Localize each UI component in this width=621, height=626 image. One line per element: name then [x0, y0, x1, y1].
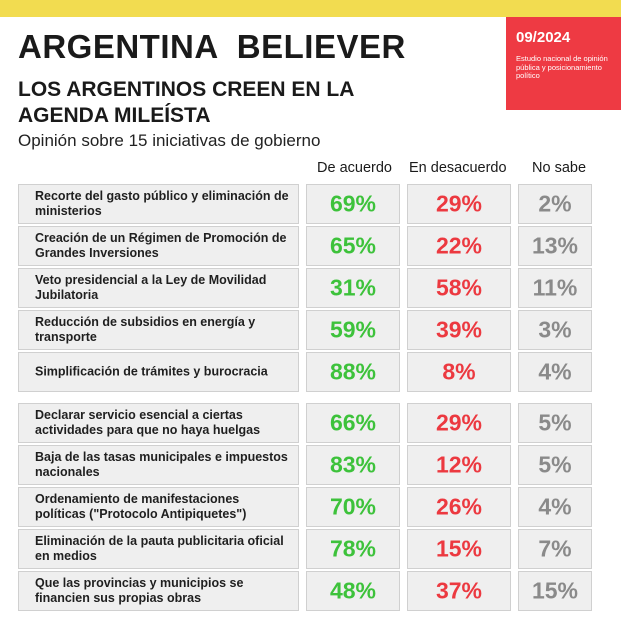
initiative-label: Simplificación de trámites y burocracia [35, 364, 268, 379]
page-subtitle: LOS ARGENTINOS CREEN EN LA AGENDA MILEÍS… [18, 78, 354, 127]
table-row: Baja de las tasas municipales e impuesto… [18, 445, 592, 485]
badge-date: 09/2024 [516, 29, 571, 46]
table-row: Que las provincias y municipios se finan… [18, 571, 592, 611]
disagree-value: 58% [435, 274, 483, 301]
agree-value: 78% [329, 535, 377, 562]
initiative-label: Eliminación de la pauta publicitaria ofi… [35, 534, 284, 563]
unsure-value: 11% [532, 274, 578, 301]
agree-value: 66% [329, 409, 377, 436]
initiative-label: Ordenamiento de manifestaciones política… [35, 492, 247, 521]
table-row: Reducción de subsidios en energía y tran… [18, 310, 592, 350]
column-header-agree: De acuerdo [317, 160, 392, 176]
agree-value: 70% [329, 493, 377, 520]
initiative-label: Veto presidencial a la Ley de Movilidad … [35, 273, 267, 302]
unsure-value: 2% [538, 190, 572, 217]
initiative-label: Recorte del gasto público y eliminación … [35, 189, 289, 218]
agree-value: 48% [329, 577, 377, 604]
table-row: Eliminación de la pauta publicitaria ofi… [18, 529, 592, 569]
unsure-value: 4% [538, 493, 572, 520]
agree-value: 65% [329, 232, 377, 259]
agree-value: 88% [329, 358, 377, 385]
table-row: Veto presidencial a la Ley de Movilidad … [18, 268, 592, 308]
initiative-label: Baja de las tasas municipales e impuesto… [35, 450, 288, 479]
column-header-unsure: No sabe [532, 160, 587, 176]
table-row: Declarar servicio esencial a ciertas act… [18, 403, 592, 443]
unsure-value: 3% [538, 316, 572, 343]
disagree-value: 26% [435, 493, 483, 520]
initiative-label: Que las provincias y municipios se finan… [35, 576, 244, 605]
table-row: Recorte del gasto público y eliminación … [18, 184, 592, 224]
disagree-value: 29% [435, 409, 483, 436]
initiative-label: Declarar servicio esencial a ciertas act… [35, 408, 261, 437]
page-title: ARGENTINA BELIEVER [18, 28, 406, 65]
disagree-value: 22% [435, 232, 483, 259]
page-description: Opinión sobre 15 iniciativas de gobierno [18, 131, 321, 150]
badge-caption: Estudio nacional de opinión pública y po… [516, 54, 608, 80]
unsure-value: 4% [538, 358, 572, 385]
initiatives-group-2: Declarar servicio esencial a ciertas act… [18, 403, 592, 611]
unsure-value: 5% [538, 409, 572, 436]
table-row: Creación de un Régimen de Promoción de G… [18, 226, 592, 266]
agree-value: 31% [329, 274, 377, 301]
top-accent-bar [0, 0, 621, 17]
unsure-value: 5% [538, 451, 572, 478]
agree-value: 59% [329, 316, 377, 343]
unsure-value: 15% [531, 577, 579, 604]
disagree-value: 8% [442, 358, 476, 385]
disagree-value: 39% [435, 316, 483, 343]
disagree-value: 29% [435, 190, 483, 217]
agree-value: 83% [329, 451, 377, 478]
initiatives-group-1: Recorte del gasto público y eliminación … [18, 184, 592, 392]
column-header-disagree: En desacuerdo [409, 160, 507, 176]
unsure-value: 7% [538, 535, 572, 562]
unsure-value: 13% [531, 232, 579, 259]
agree-value: 69% [329, 190, 377, 217]
table-row: Ordenamiento de manifestaciones política… [18, 487, 592, 527]
initiative-label: Creación de un Régimen de Promoción de G… [35, 231, 287, 260]
initiative-label: Reducción de subsidios en energía y tran… [35, 315, 256, 344]
disagree-value: 37% [435, 577, 483, 604]
table-row: Simplificación de trámites y burocracia … [18, 352, 592, 392]
date-badge: 09/2024 Estudio nacional de opinión públ… [506, 17, 621, 110]
disagree-value: 15% [435, 535, 483, 562]
disagree-value: 12% [435, 451, 483, 478]
